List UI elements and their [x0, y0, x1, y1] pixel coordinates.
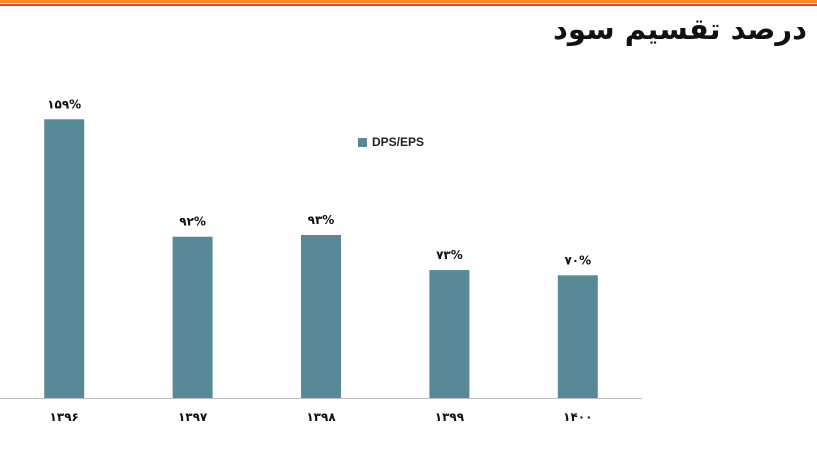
header-stripe-red [0, 4, 817, 6]
data-label-5: ۷۰% [564, 253, 591, 267]
bar-3 [301, 234, 341, 398]
page-title: درصد تقسیم سود [553, 12, 807, 46]
data-label-2: ۹۲% [179, 215, 206, 229]
bar-1 [44, 119, 85, 399]
bar-5 [557, 275, 598, 398]
x-tick-label-3: ۱۳۹۸ [306, 410, 336, 424]
x-tick-label-2: ۱۳۹۷ [178, 410, 208, 424]
x-tick-label-1: ۱۳۹۶ [50, 410, 79, 424]
data-labels-layer: ۱۵۹% ۹۲% ۹۳% ۷۳% ۷۰% [47, 97, 591, 267]
bar-2 [172, 236, 213, 398]
data-label-3: ۹۳% [308, 213, 335, 227]
data-label-4: ۷۳% [436, 248, 463, 262]
legend-swatch [358, 138, 367, 147]
bar-4 [429, 270, 470, 398]
x-tick-label-5: ۱۴۰۰ [563, 410, 592, 424]
legend: DPS/EPS [358, 135, 424, 149]
legend-label: DPS/EPS [372, 135, 424, 149]
x-tick-labels-layer: ۱۳۹۶ ۱۳۹۷ ۱۳۹۸ ۱۳۹۹ ۱۴۰۰ [50, 410, 593, 424]
bars-layer [44, 119, 598, 399]
x-tick-label-4: ۱۳۹۹ [435, 410, 465, 424]
data-label-1: ۱۵۹% [47, 97, 81, 111]
header-stripe-orange [0, 0, 817, 3]
